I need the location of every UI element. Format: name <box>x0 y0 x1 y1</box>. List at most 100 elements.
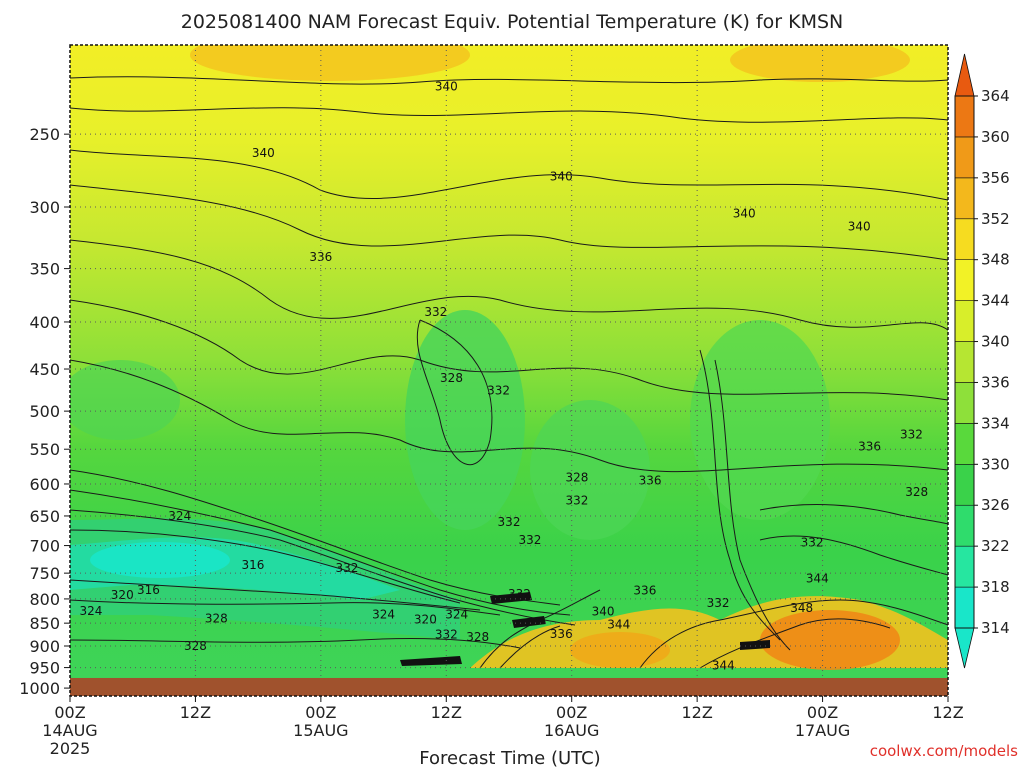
contour-label: 340 <box>252 146 275 160</box>
colorbar-label: 340 <box>981 333 1010 351</box>
colorbar-frame <box>954 95 975 629</box>
x-tick-label: 12Z <box>431 703 462 722</box>
colorbar-swatch <box>954 423 975 465</box>
colorbar-swatch <box>954 259 975 301</box>
y-tick-label: 450 <box>29 360 60 379</box>
contour-label: 336 <box>858 439 881 453</box>
x-axis-title: Forecast Time (UTC) <box>419 748 600 768</box>
colorbar-swatch <box>954 586 975 629</box>
x-tick-date: 16AUG <box>544 721 599 740</box>
contour-label: 344 <box>712 658 735 672</box>
x-tick-label: 00Z <box>556 703 587 722</box>
field-green-pocket-1 <box>405 310 525 530</box>
contour-label: 328 <box>466 630 489 644</box>
y-tick-label: 950 <box>29 659 60 678</box>
colorbar-swatch <box>954 341 975 383</box>
contour-label: 340 <box>733 207 756 221</box>
x-tick-year: 2025 <box>50 739 91 758</box>
colorbar-label: 322 <box>981 537 1010 555</box>
y-tick-label: 850 <box>29 614 60 633</box>
contour-label: 332 <box>900 427 923 441</box>
colorbar-swatch <box>954 545 975 588</box>
contour-label: 324 <box>168 509 191 523</box>
colorbar-swatch <box>954 218 975 260</box>
plot-frame <box>69 44 949 697</box>
field-green-pocket-4 <box>530 400 650 540</box>
y-tick-label: 900 <box>29 637 60 656</box>
colorbar-swatch <box>954 464 975 506</box>
y-tick-label: 350 <box>29 260 60 279</box>
contour-label: 332 <box>518 533 541 547</box>
contour-label: 332 <box>487 384 510 398</box>
field-green-pocket-2 <box>690 320 830 520</box>
y-tick-label: 500 <box>29 402 60 421</box>
field-warm-aloft-1 <box>190 45 470 81</box>
contour-label: 340 <box>848 220 871 234</box>
colorbar-label: 356 <box>981 169 1010 187</box>
x-tick-date: 17AUG <box>795 721 850 740</box>
contour-label: 316 <box>241 558 264 572</box>
colorbar-swatch <box>954 300 975 342</box>
contour-label: 332 <box>707 596 730 610</box>
contour-label: 328 <box>565 470 588 484</box>
plot-field: 340 340 340 340 336 332 328 332 328 332 336 332 332 3… <box>70 45 948 696</box>
field-hot-bl-2 <box>570 632 670 668</box>
colorbar-label: 330 <box>981 455 1010 473</box>
x-tick-label: 12Z <box>932 703 963 722</box>
colorbar-label: 348 <box>981 251 1010 269</box>
y-tick-label: 800 <box>29 590 60 609</box>
y-tick-label: 300 <box>29 198 60 217</box>
contour-label: 344 <box>607 618 630 632</box>
contour-label: 340 <box>592 605 615 619</box>
contour-label: 316 <box>137 583 160 597</box>
colorbar-max-arrow <box>954 53 975 97</box>
colorbar-swatch <box>954 177 975 220</box>
colorbar-swatch <box>954 136 975 179</box>
y-tick-label: 1000 <box>19 679 60 698</box>
contour-label: 340 <box>435 80 458 94</box>
contour-label: 320 <box>414 612 437 626</box>
colorbar-label: 336 <box>981 373 1010 391</box>
y-tick-label: 400 <box>29 313 60 332</box>
y-tick-label: 750 <box>29 564 60 583</box>
contour-label: 324 <box>445 608 468 622</box>
field-hot-bl <box>760 610 900 670</box>
contour-label: 324 <box>79 604 102 618</box>
colorbar-label: 352 <box>981 210 1010 228</box>
colorbar-label: 314 <box>981 619 1010 637</box>
contour-label: 328 <box>205 611 228 625</box>
y-axis: 250 300 350 400 450 500 550 600 650 700 750 800 850 9… <box>19 125 70 698</box>
x-tick-label: 00Z <box>305 703 336 722</box>
contour-label: 332 <box>435 628 458 642</box>
x-tick-label: 00Z <box>807 703 838 722</box>
contour-lines <box>70 76 948 669</box>
colorbar-label: 364 <box>981 87 1010 105</box>
colorbar-swatch <box>954 382 975 424</box>
x-tick-label: 00Z <box>54 703 85 722</box>
x-tick-label: 12Z <box>681 703 712 722</box>
contour-label: 336 <box>639 474 662 488</box>
y-tick-label: 250 <box>29 125 60 144</box>
contour-label: 328 <box>440 371 463 385</box>
contour-label: 332 <box>801 536 824 550</box>
x-tick-date: 14AUG <box>42 721 97 740</box>
y-tick-label: 600 <box>29 475 60 494</box>
contour-label: 336 <box>633 583 656 597</box>
colorbar-swatch <box>954 504 975 547</box>
colorbar-label: 326 <box>981 496 1010 514</box>
contour-label: 344 <box>806 571 829 585</box>
grid-lines <box>70 45 948 696</box>
colorbar-label: 344 <box>981 292 1010 310</box>
field-cold-core-inner <box>90 542 230 578</box>
x-tick-label: 12Z <box>180 703 211 722</box>
y-tick-label: 650 <box>29 507 60 526</box>
contour-label: 336 <box>309 250 332 264</box>
contour-label: 328 <box>905 485 928 499</box>
contour-label: 332 <box>424 305 447 319</box>
colorbar-label: 318 <box>981 578 1010 596</box>
y-tick-label: 550 <box>29 440 60 459</box>
colorbar-swatch <box>954 95 975 138</box>
frontal-bands <box>400 592 770 666</box>
